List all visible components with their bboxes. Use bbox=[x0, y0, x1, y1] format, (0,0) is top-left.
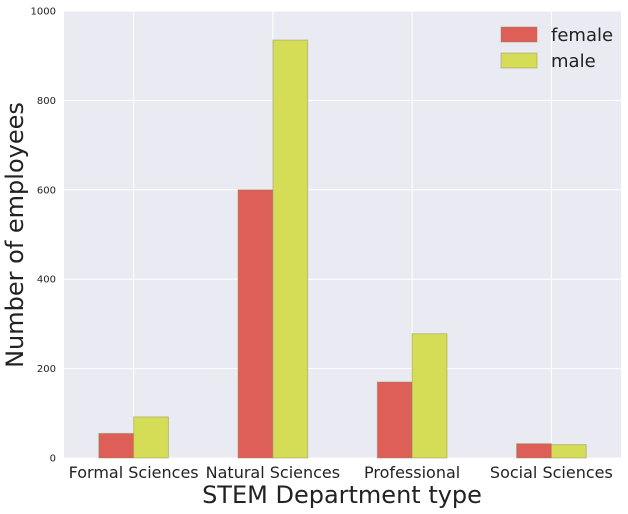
y-tick-labels: 0 200 400 600 800 1000 bbox=[31, 7, 56, 465]
bar-female-2 bbox=[376, 381, 413, 459]
bar-male-2 bbox=[411, 333, 448, 459]
y-tick-label: 400 bbox=[37, 275, 56, 286]
legend: female male bbox=[500, 25, 613, 72]
y-tick-label: 800 bbox=[37, 96, 56, 107]
bars bbox=[98, 39, 587, 459]
plot-area bbox=[64, 11, 621, 458]
y-tick-label: 0 bbox=[50, 454, 56, 465]
legend-swatch-male bbox=[500, 52, 538, 69]
x-axis-label: STEM Department type bbox=[202, 481, 482, 509]
bar-female-1 bbox=[237, 189, 274, 459]
bar-male-3 bbox=[550, 444, 587, 459]
y-tick-label: 600 bbox=[37, 185, 56, 196]
legend-swatch-female bbox=[500, 26, 538, 43]
y-tick-label: 200 bbox=[37, 364, 56, 375]
x-tick-label: Professional bbox=[364, 463, 460, 482]
bar-male-1 bbox=[272, 39, 309, 459]
legend-label-female: female bbox=[551, 25, 613, 46]
y-axis-label: Number of employees bbox=[1, 102, 29, 368]
bar-female-3 bbox=[516, 443, 552, 459]
x-tick-label: Formal Sciences bbox=[69, 463, 199, 482]
x-tick-labels: Formal Sciences Natural Sciences Professio… bbox=[69, 463, 613, 482]
bar-female-0 bbox=[98, 432, 135, 459]
legend-label-male: male bbox=[551, 51, 596, 72]
x-tick-label: Natural Sciences bbox=[206, 463, 340, 482]
x-tick-label: Social Sciences bbox=[490, 463, 613, 482]
y-tick-label: 1000 bbox=[31, 7, 56, 18]
grid-lines bbox=[64, 10, 621, 459]
bar-male-0 bbox=[133, 416, 169, 459]
